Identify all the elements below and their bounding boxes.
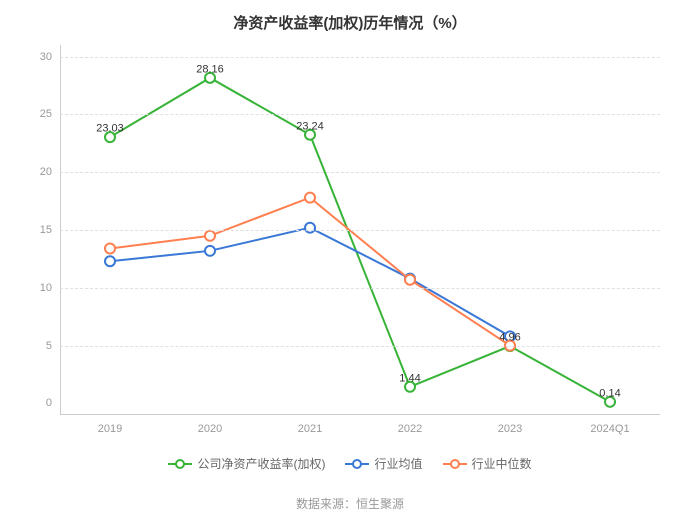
x-tick-label: 2024Q1 <box>590 423 629 435</box>
series-marker <box>205 231 215 241</box>
legend-label: 行业均值 <box>374 455 422 472</box>
series-line <box>110 228 510 337</box>
x-tick-label: 2022 <box>398 423 422 435</box>
legend-swatch-icon <box>443 458 467 470</box>
legend-label: 公司净资产收益率(加权) <box>197 455 325 472</box>
legend-swatch-icon <box>168 458 192 470</box>
series-marker <box>105 256 115 266</box>
x-tick-label: 2019 <box>98 423 122 435</box>
data-point-label: 23.24 <box>296 120 324 132</box>
data-point-label: 28.16 <box>196 63 224 75</box>
legend-label: 行业中位数 <box>472 455 532 472</box>
y-tick-label: 15 <box>40 224 52 236</box>
grid-line <box>60 57 660 58</box>
grid-line <box>60 346 660 347</box>
series-marker <box>105 244 115 254</box>
series-marker <box>405 275 415 285</box>
grid-line <box>60 230 660 231</box>
legend-item: 公司净资产收益率(加权) <box>168 455 325 472</box>
series-marker <box>305 223 315 233</box>
data-point-label: 4.96 <box>499 332 520 344</box>
series-marker <box>205 246 215 256</box>
x-tick-label: 2023 <box>498 423 522 435</box>
data-source: 数据来源：恒生聚源 <box>0 495 700 512</box>
data-point-label: 1.44 <box>399 372 420 384</box>
y-tick-label: 5 <box>46 340 52 352</box>
legend: 公司净资产收益率(加权) 行业均值 行业中位数 <box>0 455 700 473</box>
legend-item: 行业中位数 <box>443 455 532 472</box>
y-tick-label: 20 <box>40 166 52 178</box>
grid-line <box>60 288 660 289</box>
x-tick-label: 2021 <box>298 423 322 435</box>
grid-line <box>60 172 660 173</box>
y-tick-label: 25 <box>40 108 52 120</box>
series-marker <box>305 193 315 203</box>
legend-item: 行业均值 <box>345 455 422 472</box>
y-tick-label: 10 <box>40 282 52 294</box>
data-point-label: 23.03 <box>96 123 124 135</box>
y-tick-label: 30 <box>40 51 52 63</box>
plot-area: 051015202530201920202021202220232024Q123… <box>60 45 660 415</box>
chart-title: 净资产收益率(加权)历年情况（%） <box>0 0 700 33</box>
y-tick-label: 0 <box>46 397 52 409</box>
series-line <box>110 198 510 346</box>
x-tick-label: 2020 <box>198 423 222 435</box>
grid-line <box>60 114 660 115</box>
data-point-label: 0.14 <box>599 387 620 399</box>
legend-swatch-icon <box>345 458 369 470</box>
